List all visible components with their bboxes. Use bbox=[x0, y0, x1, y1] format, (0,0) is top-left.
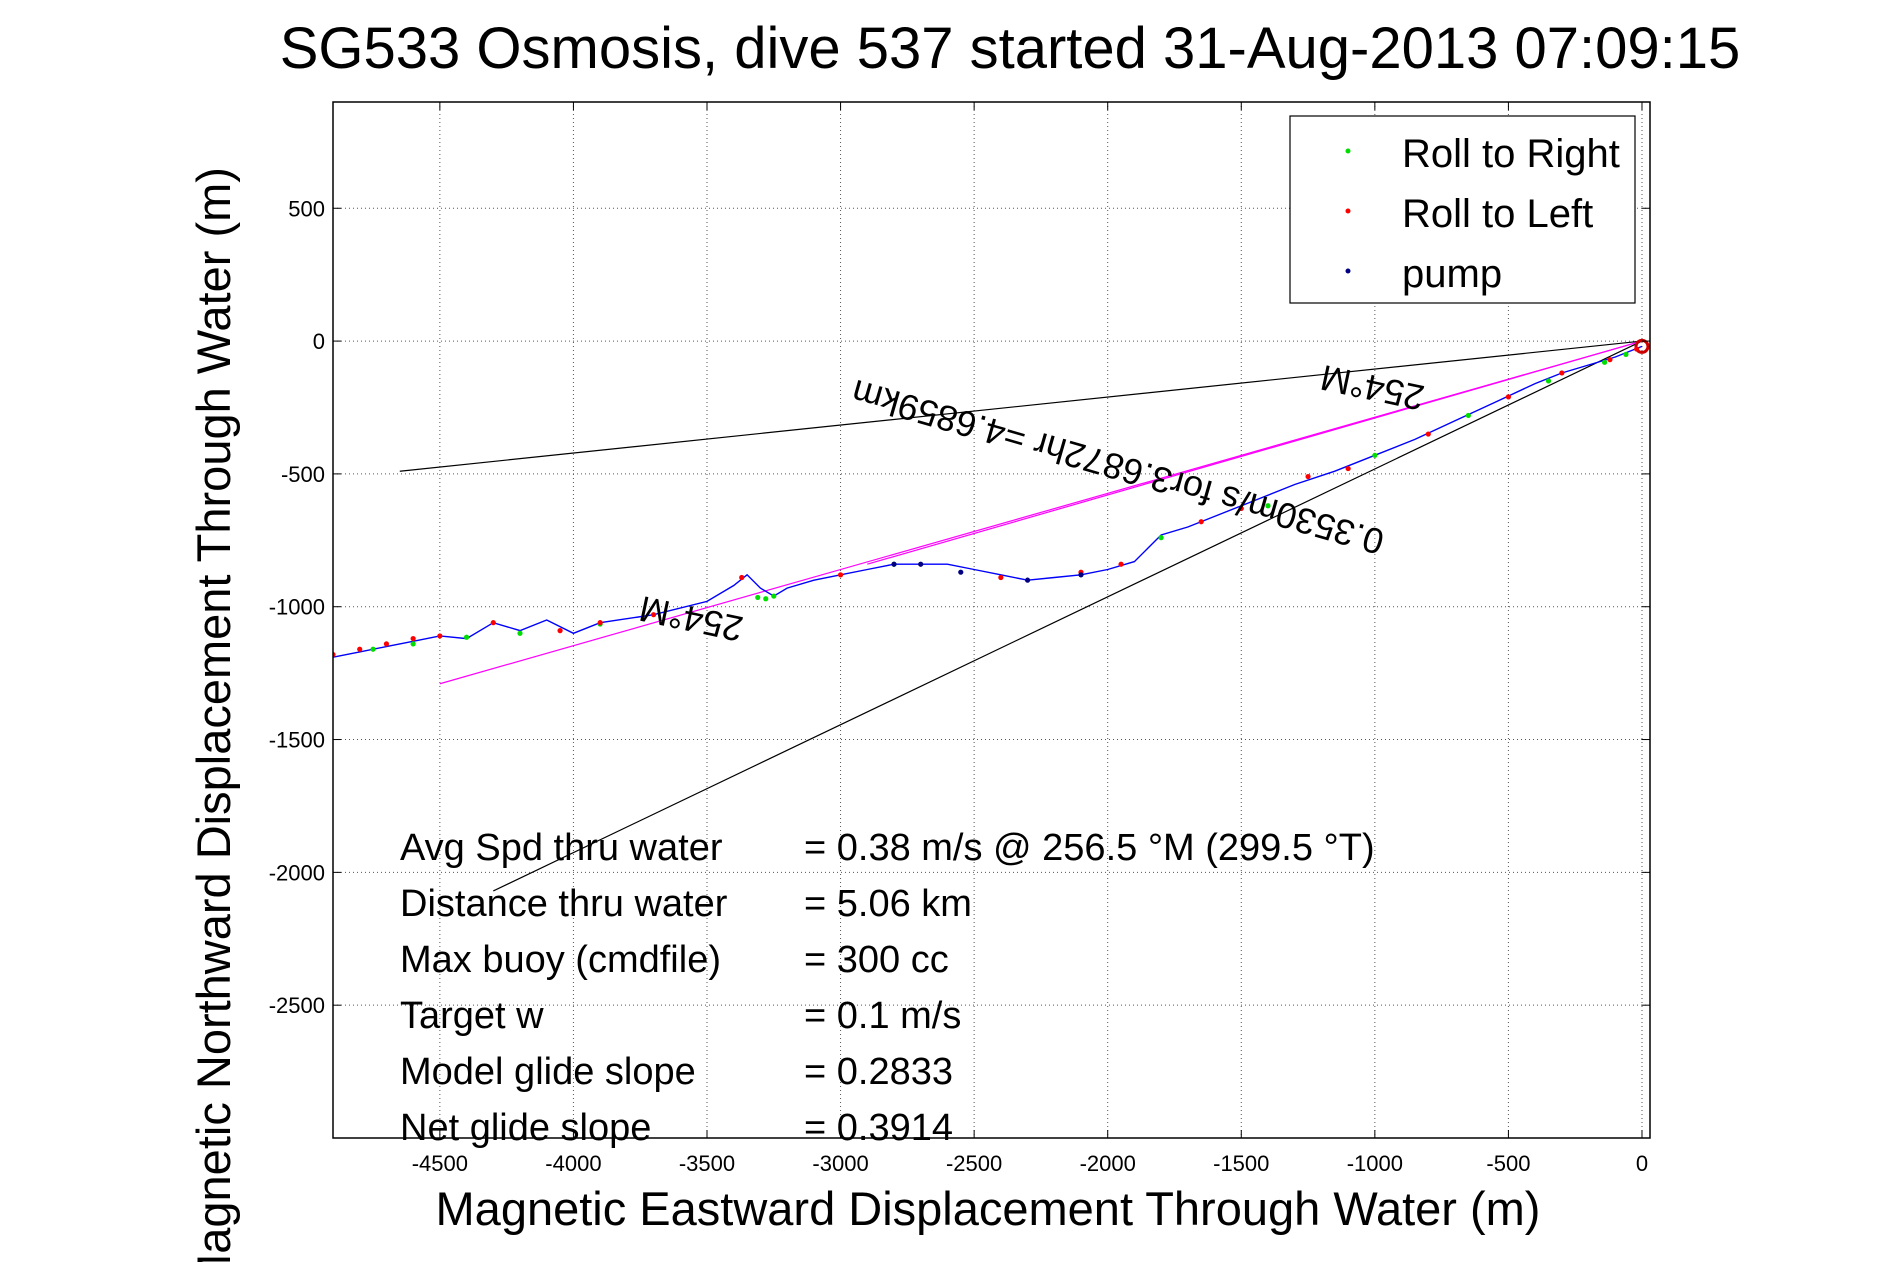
y-axis-label: Magnetic Northward Displacement Through … bbox=[187, 167, 240, 1262]
pump-point bbox=[1078, 572, 1084, 578]
x-tick-label: -4000 bbox=[545, 1151, 601, 1176]
roll-right-point bbox=[463, 634, 470, 640]
roll-left-point bbox=[1345, 465, 1351, 472]
roll-right-point bbox=[1601, 359, 1608, 365]
roll-left-point bbox=[597, 620, 603, 626]
x-axis-label: Magnetic Eastward Displacement Through W… bbox=[436, 1182, 1541, 1235]
pump-point bbox=[918, 561, 924, 567]
x-tick-label: -3500 bbox=[679, 1151, 735, 1176]
roll-left-point bbox=[557, 628, 563, 634]
roll-right-point bbox=[517, 630, 523, 636]
line-upper-black bbox=[399, 340, 1643, 472]
roll-right-point bbox=[1545, 378, 1552, 384]
roll-left-point bbox=[837, 572, 844, 578]
roll-left-point bbox=[357, 646, 363, 652]
roll-right-point bbox=[1465, 412, 1471, 419]
legend-marker bbox=[1345, 148, 1351, 154]
roll-left-point bbox=[410, 635, 416, 642]
roll-left-point bbox=[650, 612, 657, 618]
line-lower-black bbox=[493, 340, 1643, 892]
track-end-circle bbox=[1634, 338, 1650, 354]
x-tick-label: -3000 bbox=[812, 1151, 868, 1176]
y-tick-label: -1000 bbox=[269, 595, 325, 620]
roll-right-point bbox=[370, 646, 376, 652]
pump-point bbox=[1024, 577, 1031, 583]
stat-value: = 0.1 m/s bbox=[804, 995, 961, 1037]
roll-left-point bbox=[739, 574, 745, 581]
legend: Roll to Right Roll to Left pump bbox=[1289, 115, 1636, 304]
stat-value: = 0.3914 bbox=[804, 1107, 953, 1149]
pump-point bbox=[891, 561, 897, 567]
axis-ticks: -4500 -4000 -3500 -3000 -2500 -2000 -1500 -1000… bbox=[269, 102, 1650, 1176]
plot-frame bbox=[332, 101, 1651, 1139]
y-tick-label: -500 bbox=[281, 462, 325, 487]
roll-left-point bbox=[1425, 431, 1431, 437]
stat-label: Distance thru water bbox=[400, 883, 728, 925]
x-tick-label: 0 bbox=[1636, 1151, 1648, 1176]
stat-label: Max buoy (cmdfile) bbox=[400, 939, 721, 981]
stat-value: = 5.06 km bbox=[804, 883, 972, 925]
roll-left-point bbox=[1118, 561, 1124, 567]
y-tick-label: -2500 bbox=[269, 993, 325, 1018]
roll-right-point bbox=[755, 594, 761, 601]
legend-label: Roll to Left bbox=[1402, 192, 1593, 236]
roll-left-point bbox=[1607, 357, 1613, 363]
stat-label: Target w bbox=[400, 995, 544, 1037]
y-tick-label: 500 bbox=[288, 196, 325, 221]
x-tick-label: -2000 bbox=[1080, 1151, 1136, 1176]
roll-left-point bbox=[1305, 473, 1311, 480]
x-tick-label: -500 bbox=[1486, 1151, 1530, 1176]
stats-block: Avg Spd thru water = 0.38 m/s @ 256.5 °M … bbox=[400, 827, 1375, 1149]
roll-right-point bbox=[771, 593, 777, 599]
pump-point bbox=[958, 569, 964, 575]
legend-label: Roll to Right bbox=[1402, 132, 1620, 176]
legend-marker bbox=[1345, 208, 1351, 214]
roll-left-point bbox=[1634, 346, 1640, 352]
stat-label: Net glide slope bbox=[400, 1107, 651, 1149]
roll-right-point bbox=[1158, 535, 1164, 541]
stat-label: Model glide slope bbox=[400, 1051, 696, 1093]
y-tick-label: -2000 bbox=[269, 860, 325, 885]
roll-right-point bbox=[1265, 503, 1271, 509]
x-tick-label: -1000 bbox=[1347, 1151, 1403, 1176]
y-tick-label: 0 bbox=[313, 329, 325, 354]
roll-right-point bbox=[1372, 452, 1378, 458]
roll-left-point bbox=[490, 620, 496, 626]
stat-label: Avg Spd thru water bbox=[400, 827, 723, 869]
marker-series bbox=[333, 346, 1640, 658]
roll-left-point bbox=[383, 641, 390, 647]
roll-right-point bbox=[410, 641, 416, 647]
roll-left-point bbox=[1559, 370, 1565, 376]
x-tick-label: -4500 bbox=[412, 1151, 468, 1176]
roll-left-point bbox=[437, 633, 443, 639]
legend-label: pump bbox=[1402, 252, 1502, 296]
line-magenta-b bbox=[867, 340, 1643, 565]
roll-left-point bbox=[998, 574, 1004, 581]
stat-value: = 0.2833 bbox=[804, 1051, 953, 1093]
stat-value: = 300 cc bbox=[804, 939, 949, 981]
roll-left-point bbox=[1238, 505, 1244, 512]
roll-right-point bbox=[1623, 351, 1629, 357]
roll-left-point bbox=[1505, 394, 1512, 400]
x-tick-label: -1500 bbox=[1213, 1151, 1269, 1176]
track-line bbox=[333, 345, 1643, 658]
chart-title: SG533 Osmosis, dive 537 started 31-Aug-2… bbox=[280, 16, 1741, 81]
reference-lines bbox=[399, 340, 1643, 892]
y-tick-label: -1500 bbox=[269, 728, 325, 753]
roll-right-point bbox=[763, 596, 769, 602]
track-series bbox=[333, 338, 1650, 658]
stat-value: = 0.38 m/s @ 256.5 °M (299.5 °T) bbox=[804, 827, 1375, 869]
legend-marker bbox=[1345, 268, 1351, 274]
x-tick-label: -2500 bbox=[946, 1151, 1002, 1176]
roll-left-point bbox=[1198, 519, 1204, 525]
